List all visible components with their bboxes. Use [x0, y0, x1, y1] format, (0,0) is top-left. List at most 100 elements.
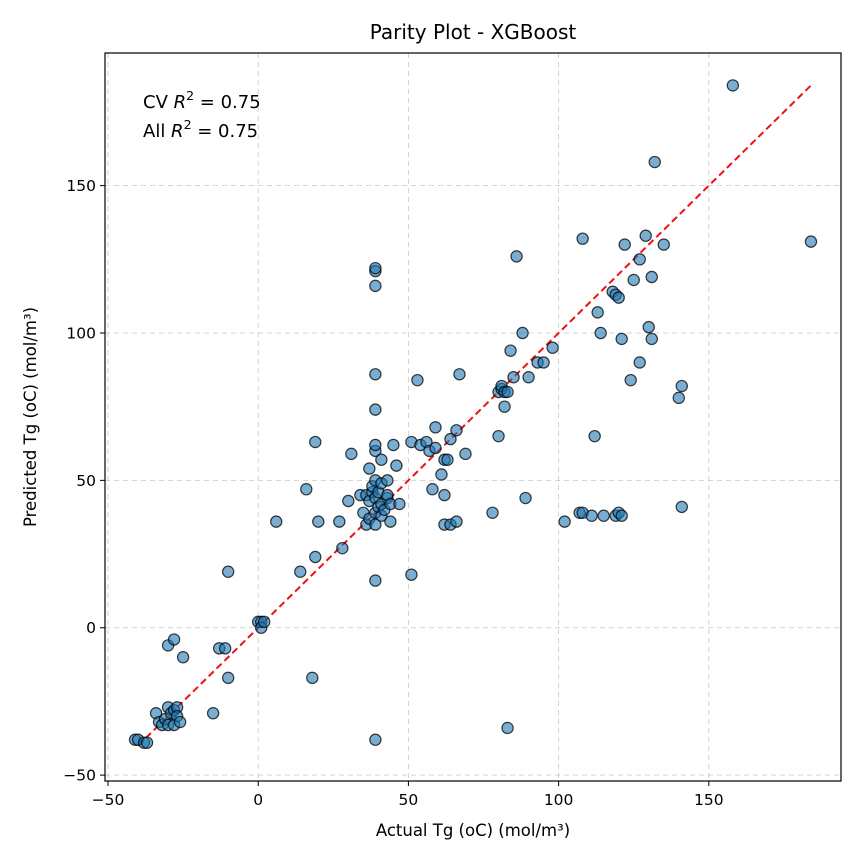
scatter-point	[444, 432, 457, 446]
scatter-point	[221, 671, 235, 685]
scatter-point	[618, 238, 631, 251]
scatter-point	[176, 651, 190, 664]
x-tick-label: −50	[92, 791, 125, 809]
y-tick-label: 100	[66, 325, 96, 343]
annotation-superscript: 2	[186, 88, 194, 103]
scatter-point	[206, 707, 220, 720]
scatter-point	[336, 541, 349, 555]
scatter-point	[546, 341, 559, 354]
scatter-point	[633, 253, 646, 266]
scatter-point	[429, 441, 442, 455]
scatter-point	[486, 506, 499, 519]
scatter-point	[510, 250, 523, 263]
scatter-point	[309, 435, 322, 449]
annotation-superscript: 2	[184, 117, 192, 132]
y-tick-label: −50	[63, 767, 96, 785]
scatter-point	[492, 429, 505, 443]
scatter-point	[390, 459, 403, 472]
scatter-point	[639, 229, 652, 242]
scatter-point	[537, 356, 550, 369]
scatter-point	[501, 721, 514, 735]
scatter-point	[657, 238, 670, 251]
annotation-value: = 0.75	[194, 92, 261, 113]
scatter-point	[576, 232, 589, 245]
scatter-point	[363, 462, 376, 475]
scatter-point	[615, 509, 628, 522]
y-tick-label: 0	[86, 619, 96, 637]
scatter-point	[369, 279, 382, 293]
scatter-point	[342, 494, 355, 508]
scatter-point	[675, 500, 688, 514]
y-tick-label: 50	[76, 472, 96, 490]
scatter-point	[381, 474, 394, 487]
scatter-point	[435, 468, 448, 481]
scatter-point	[501, 385, 514, 399]
x-tick-label: 50	[399, 791, 419, 809]
r2-annotation: All R2 = 0.75	[143, 117, 258, 142]
scatter-point	[309, 550, 322, 564]
scatter-point	[591, 306, 604, 319]
scatter-point	[588, 429, 601, 443]
scatter-point	[375, 453, 388, 466]
scatter-point	[504, 344, 517, 357]
parity-reference-line	[137, 84, 812, 747]
scatter-point	[387, 438, 400, 452]
scatter-point	[438, 488, 451, 502]
scatter-point	[672, 391, 685, 405]
scatter-point	[218, 642, 232, 655]
scatter-point	[558, 515, 571, 528]
scatter-points	[128, 79, 818, 749]
scatter-point	[612, 291, 625, 304]
scatter-point	[642, 320, 655, 334]
scatter-point	[258, 615, 271, 629]
scatter-point	[594, 326, 607, 340]
plot-frame	[104, 52, 842, 782]
scatter-point	[675, 379, 688, 393]
scatter-point	[270, 515, 283, 528]
scatter-point	[333, 515, 346, 528]
scatter-point	[627, 273, 640, 287]
scatter-point	[519, 491, 532, 505]
annotation-variable: R	[174, 92, 187, 113]
scatter-point	[450, 424, 463, 437]
scatter-point	[804, 235, 818, 248]
scatter-point	[441, 453, 454, 466]
scatter-point	[369, 368, 382, 381]
y-axis-title: Predicted Tg (oC) (mol/m³)	[21, 307, 40, 527]
scatter-point	[585, 509, 598, 522]
scatter-point	[645, 270, 658, 284]
scatter-point	[369, 733, 382, 746]
scatter-point	[306, 671, 319, 685]
scatter-point	[393, 497, 406, 511]
scatter-point	[312, 515, 325, 528]
x-axis-title: Actual Tg (oC) (mol/m³)	[376, 821, 570, 840]
scatter-point	[384, 515, 397, 528]
scatter-point	[294, 565, 307, 578]
scatter-point	[426, 483, 439, 496]
annotation-value: = 0.75	[192, 121, 259, 142]
scatter-point	[516, 326, 529, 340]
scatter-point	[140, 736, 154, 749]
scatter-point	[648, 155, 661, 169]
scatter-point	[624, 373, 637, 387]
scatter-point	[167, 633, 181, 646]
x-tick-label: 150	[694, 791, 724, 809]
scatter-point	[498, 400, 511, 413]
scatter-point	[369, 574, 382, 587]
scatter-point	[369, 438, 382, 452]
r2-annotation: CV R2 = 0.75	[143, 88, 261, 113]
scatter-point	[726, 79, 740, 92]
y-tick-label: 150	[66, 177, 96, 195]
scatter-point	[405, 568, 418, 581]
scatter-point	[450, 515, 463, 528]
scatter-point	[173, 715, 187, 729]
x-tick-label: 100	[544, 791, 574, 809]
axis-ticks: −50 0 50 100 150 −50 0 50 100 150	[63, 177, 723, 809]
x-tick-label: 0	[253, 791, 263, 809]
scatter-point	[645, 332, 658, 346]
chart-title: Parity Plot - XGBoost	[370, 20, 577, 44]
scatter-point	[345, 447, 358, 461]
scatter-point	[300, 483, 313, 496]
scatter-point	[221, 565, 235, 578]
